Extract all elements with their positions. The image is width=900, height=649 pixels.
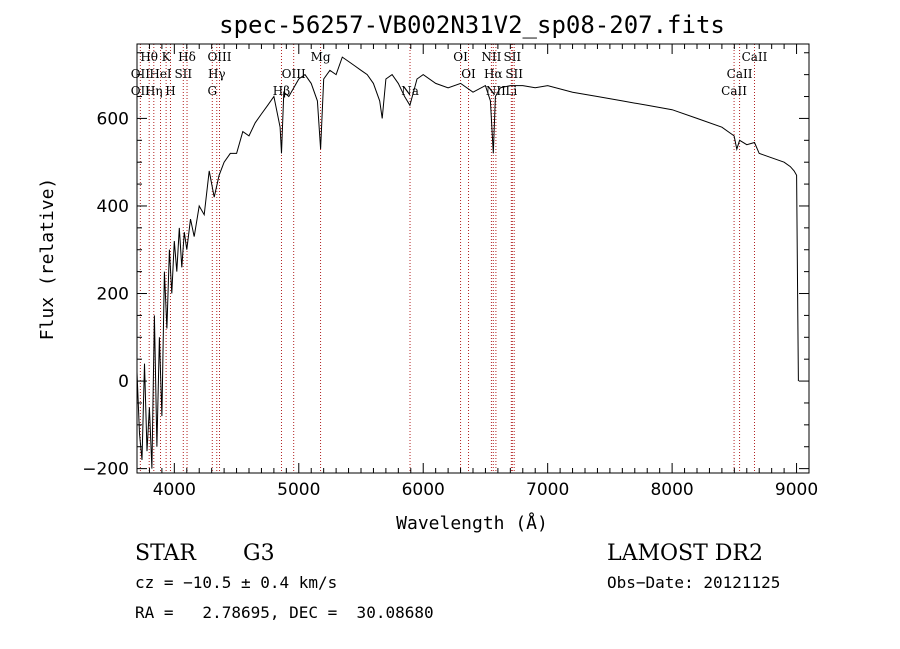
x-tick-label: 7000: [526, 480, 569, 500]
y-tick-label: 200: [97, 285, 129, 305]
line-label: Hη: [145, 84, 163, 98]
line-label: Li: [505, 84, 517, 98]
line-label: CaII: [727, 67, 753, 81]
line-label: CaII: [742, 50, 768, 64]
line-label: OI: [453, 50, 468, 64]
line-label: OIII: [207, 50, 231, 64]
line-label: OII: [131, 84, 151, 98]
line-label: K: [162, 50, 172, 64]
y-tick-label: 0: [118, 372, 129, 392]
spectrum-line: [136, 56, 799, 469]
y-axis-label: Flux (relative): [37, 178, 58, 341]
redshift-velocity: cz = −10.5 ± 0.4 km/s: [135, 573, 337, 592]
object-class: STAR: [135, 541, 197, 566]
line-label: Hγ: [208, 67, 226, 81]
line-label: Hδ: [178, 50, 196, 64]
plot-frame: [136, 43, 810, 474]
y-axis-ticks: −200 0 200 400 600: [82, 52, 809, 480]
line-label: Mg: [311, 50, 331, 64]
chart-title: spec-56257-VB002N31V2_sp08-207.fits: [219, 11, 725, 39]
y-tick-label: 400: [97, 197, 129, 217]
line-label: CaII: [721, 84, 747, 98]
line-label: Hθ: [140, 50, 158, 64]
x-tick-label: 6000: [402, 480, 445, 500]
y-tick-label: −200: [82, 460, 129, 480]
line-label: HeI: [149, 67, 172, 81]
x-tick-label: 5000: [277, 480, 320, 500]
x-tick-label: 9000: [775, 480, 818, 500]
x-tick-label: 8000: [650, 480, 693, 500]
line-label: NII: [481, 50, 501, 64]
line-label: OI: [461, 67, 476, 81]
observation-date: Obs−Date: 20121125: [607, 573, 780, 592]
line-label: H: [165, 84, 175, 98]
line-label: OII: [131, 67, 151, 81]
spectral-subclass: G3: [243, 541, 275, 566]
line-label: SII: [174, 67, 192, 81]
y-tick-label: 600: [97, 109, 129, 129]
x-tick-label: 4000: [153, 480, 196, 500]
line-label: OIII: [282, 67, 306, 81]
coordinates: RA = 2.78695, DEC = 30.08680: [135, 603, 434, 622]
spectral-line-markers: [139, 44, 755, 473]
x-axis-ticks: 4000 5000 6000 7000 8000 9000: [148, 44, 818, 500]
line-label: SII: [503, 50, 521, 64]
survey-name: LAMOST DR2: [607, 541, 763, 566]
line-label: G: [207, 84, 217, 98]
line-label: Hα: [484, 67, 503, 81]
x-axis-label: Wavelength (Å): [396, 512, 548, 534]
line-label: SII: [505, 67, 523, 81]
